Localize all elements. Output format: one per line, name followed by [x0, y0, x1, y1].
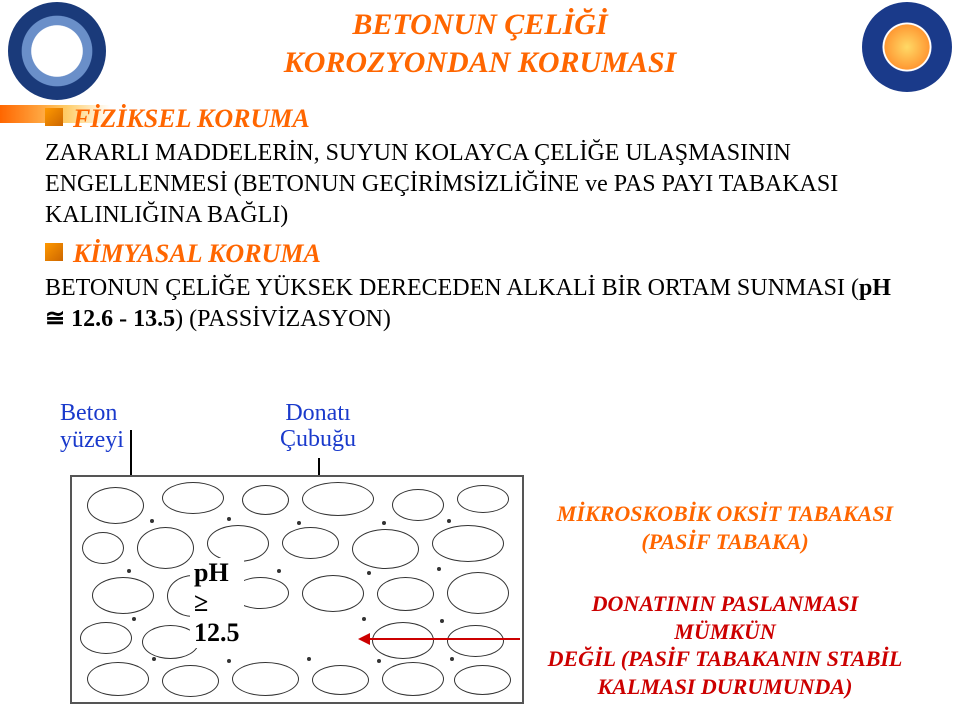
aggregate-shape — [242, 485, 289, 515]
aggregate-shape — [87, 487, 144, 524]
fine-particle — [382, 521, 386, 525]
bullet-icon — [45, 108, 63, 126]
rb1-l1: MİKROSKOBİK OKSİT TABAKASI — [540, 500, 910, 528]
fine-particle — [447, 519, 451, 523]
fine-particle — [367, 571, 371, 575]
aggregate-shape — [302, 482, 374, 516]
right-box-1: MİKROSKOBİK OKSİT TABAKASI (PASİF TABAKA… — [540, 500, 910, 555]
rb2-l2: DEĞİL (PASİF TABAKANIN STABİL — [540, 645, 910, 673]
fine-particle — [150, 519, 154, 523]
aggregate-shape — [432, 525, 504, 562]
bullet-1-body: ZARARLI MADDELERİN, SUYUN KOLAYCA ÇELİĞE… — [45, 138, 915, 232]
fine-particle — [437, 567, 441, 571]
aggregate-shape — [82, 532, 124, 564]
fine-particle — [377, 659, 381, 663]
title-line2: KOROZYONDAN KORUMASI — [0, 44, 960, 82]
bullet-2-body: BETONUN ÇELİĞE YÜKSEK DERECEDEN ALKALİ B… — [45, 273, 915, 335]
aggregate-shape — [92, 577, 154, 614]
title-line1: BETONUN ÇELİĞİ — [0, 6, 960, 44]
fine-particle — [227, 659, 231, 663]
aggregate-shape — [302, 575, 364, 612]
fine-particle — [450, 657, 454, 661]
bullet-2-head: KİMYASAL KORUMA — [73, 237, 321, 271]
fine-particle — [440, 619, 444, 623]
ph-label: pH ≥ 12.5 — [190, 558, 244, 648]
aggregate-shape — [137, 527, 194, 569]
aggregate-shape — [352, 529, 419, 569]
aggregate-shape — [207, 525, 269, 562]
aggregate-shape — [162, 665, 219, 697]
concrete-illustration — [70, 475, 524, 704]
aggregate-shape — [232, 662, 299, 696]
rb2-l1: DONATININ PASLANMASI MÜMKÜN — [540, 590, 910, 645]
aggregate-shape — [372, 622, 434, 659]
fine-particle — [227, 517, 231, 521]
label-rod-2: Çubuğu — [280, 426, 356, 452]
aggregate-shape — [80, 622, 132, 654]
aggregate-shape — [457, 485, 509, 513]
rb1-l2: (PASİF TABAKA) — [540, 528, 910, 556]
label-rod-1: Donatı — [280, 400, 356, 426]
bullet-1: FİZİKSEL KORUMA — [45, 102, 915, 136]
aggregate-shape — [454, 665, 511, 695]
arrow-to-diagram — [360, 638, 520, 640]
fine-particle — [132, 617, 136, 621]
fine-particle — [297, 521, 301, 525]
bullet-2-pre: BETONUN ÇELİĞE YÜKSEK DERECEDEN ALKALİ B… — [45, 275, 859, 301]
label-rod: Donatı Çubuğu — [280, 400, 356, 453]
fine-particle — [307, 657, 311, 661]
aggregate-shape — [447, 572, 509, 614]
bullet-2-post: ) (PASSİVİZASYON) — [175, 306, 391, 332]
aggregate-shape — [312, 665, 369, 695]
aggregate-shape — [382, 662, 444, 696]
fine-particle — [277, 569, 281, 573]
right-box-2: DONATININ PASLANMASI MÜMKÜN DEĞİL (PASİF… — [540, 590, 910, 700]
leader-line — [130, 430, 132, 475]
content-block: FİZİKSEL KORUMA ZARARLI MADDELERİN, SUYU… — [45, 100, 915, 336]
aggregate-shape — [282, 527, 339, 559]
bullet-icon — [45, 243, 63, 261]
fine-particle — [152, 657, 156, 661]
aggregate-shape — [87, 662, 149, 696]
aggregate-shape — [377, 577, 434, 611]
aggregate-shape — [392, 489, 444, 521]
aggregate-shape — [447, 625, 504, 657]
bullet-2: KİMYASAL KORUMA — [45, 237, 915, 271]
bullet-1-head: FİZİKSEL KORUMA — [73, 102, 310, 136]
slide-title: BETONUN ÇELİĞİ KOROZYONDAN KORUMASI — [0, 6, 960, 81]
fine-particle — [127, 569, 131, 573]
rb2-l3: KALMASI DURUMUNDA) — [540, 673, 910, 701]
leader-line — [318, 458, 320, 475]
label-surface: Beton yüzeyi — [60, 400, 124, 454]
fine-particle — [362, 617, 366, 621]
aggregate-shape — [162, 482, 224, 514]
